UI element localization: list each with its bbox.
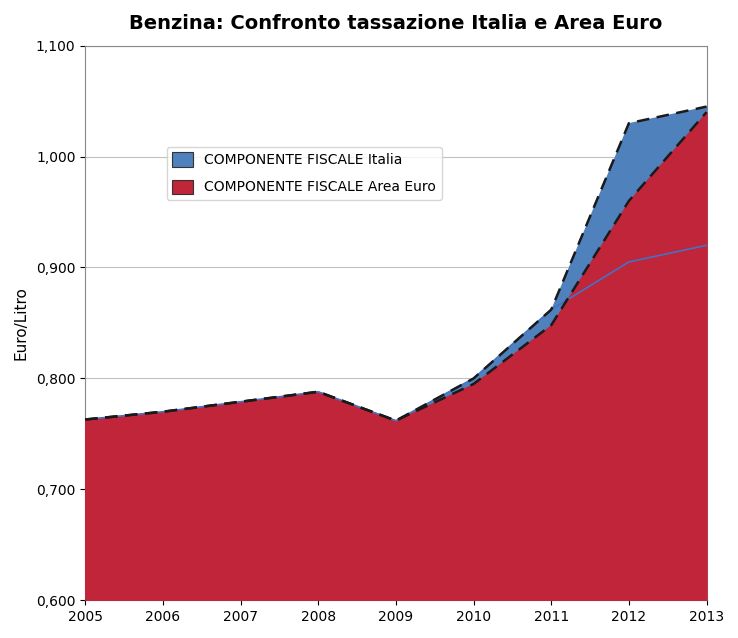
Y-axis label: Euro/Litro: Euro/Litro (14, 286, 29, 360)
Legend: COMPONENTE FISCALE Italia, COMPONENTE FISCALE Area Euro: COMPONENTE FISCALE Italia, COMPONENTE FI… (167, 147, 441, 200)
Title: Benzina: Confronto tassazione Italia e Area Euro: Benzina: Confronto tassazione Italia e A… (129, 14, 663, 33)
